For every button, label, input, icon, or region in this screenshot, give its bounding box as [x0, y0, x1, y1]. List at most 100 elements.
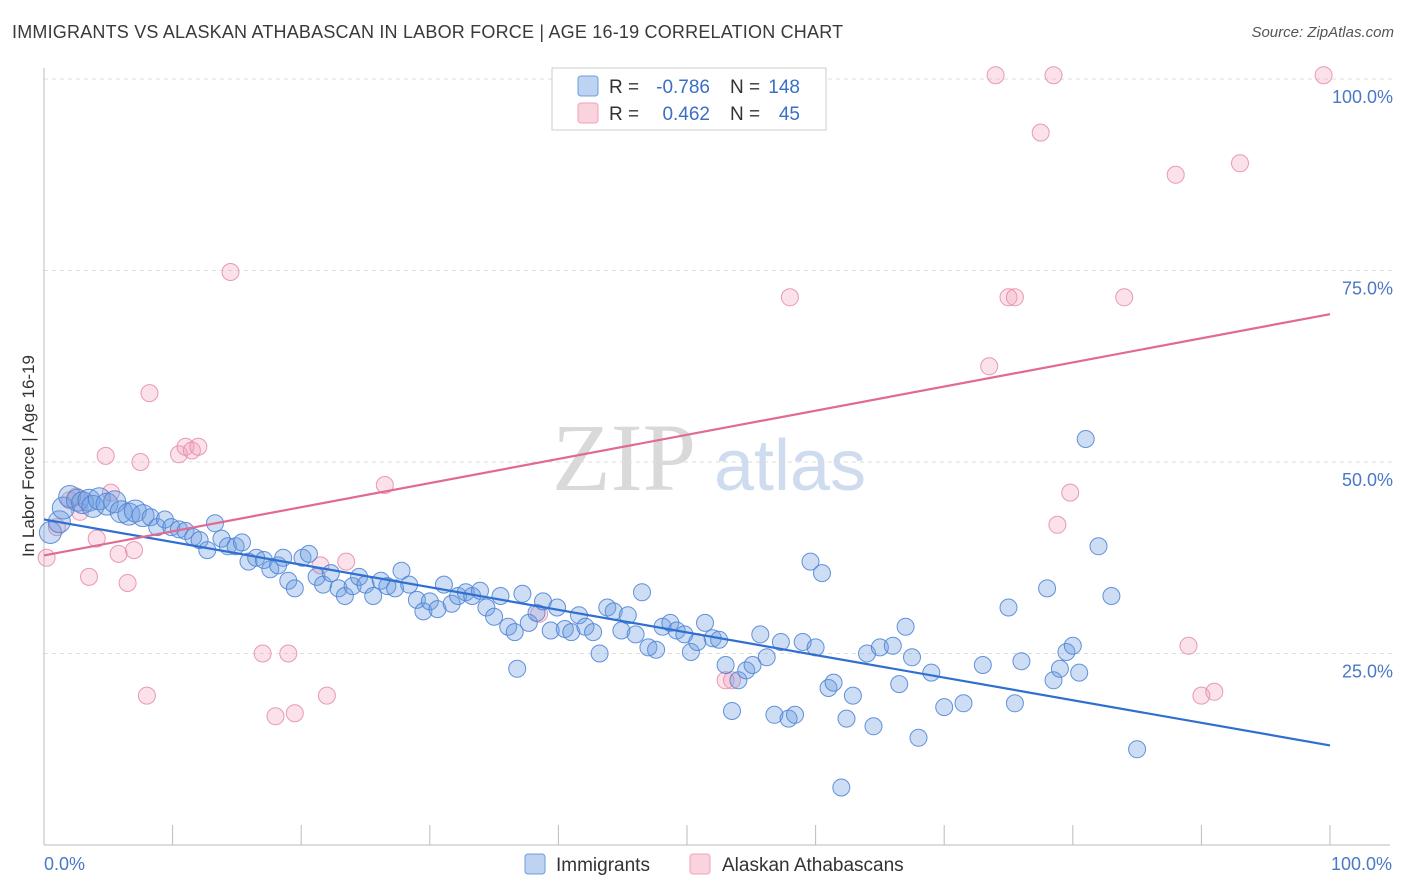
immigrants-point-126	[922, 663, 941, 682]
immigrants-point-103	[751, 625, 770, 644]
immigrants-point-138	[1070, 663, 1089, 682]
immigrants-point-125	[909, 728, 928, 747]
immigrants-point-35	[279, 571, 298, 590]
immigrants-point-120	[870, 638, 889, 657]
immigrants-point-133	[1038, 579, 1057, 598]
immigrants-point-53	[407, 590, 426, 609]
immigrants-point-88	[647, 640, 666, 659]
immigrants-point-51	[392, 561, 411, 580]
legend-n-value-immigrants: 148	[768, 77, 800, 98]
source-credit: Source: ZipAtlas.com	[1251, 24, 1394, 41]
immigrants-point-55	[420, 592, 439, 611]
alaskan-athabascans-point-10	[118, 574, 137, 592]
bottom-legend-swatch-alaskan-athabascans	[689, 853, 711, 875]
immigrants-point-36	[285, 579, 304, 598]
watermark-zip: ZIP	[552, 404, 696, 511]
immigrants-point-63	[477, 598, 496, 617]
y-axis-label: In Labor Force | Age 16-19	[19, 355, 38, 557]
immigrants-point-98	[716, 656, 735, 674]
alaskan-athabascans-point-39	[1061, 483, 1080, 502]
immigrants-point-135	[1050, 659, 1069, 678]
legend-r-value-alaskan-athabascans: 0.462	[662, 104, 710, 125]
immigrants-point-130	[999, 598, 1018, 617]
alaskan-athabascans-point-7	[96, 446, 115, 465]
immigrants-point-134	[1044, 671, 1063, 690]
immigrants-point-86	[633, 583, 651, 602]
immigrants-point-106	[771, 633, 790, 651]
immigrants-point-95	[696, 613, 714, 632]
immigrants-point-9	[95, 492, 119, 516]
x-ticks	[172, 825, 1331, 845]
legend-swatch-immigrants	[577, 75, 599, 97]
alaskan-athabascans-point-37	[1044, 66, 1063, 85]
trend-lines	[43, 313, 1331, 747]
legend-n-label-immigrants: N =	[730, 77, 760, 98]
y-tick-labels: 25.0% 50.0% 75.0% 100.0%	[1332, 87, 1393, 682]
alaskan-athabascans-point-20	[253, 644, 272, 663]
immigrants-point-34	[274, 548, 293, 567]
x-tick-label-max: 100.0%	[1331, 854, 1392, 874]
chart-title: IMMIGRANTS VS ALASKAN ATHABASCAN IN LABO…	[12, 22, 844, 42]
immigrants-point-65	[491, 587, 510, 605]
immigrants-point-28	[233, 533, 251, 552]
immigrants-point-7	[81, 494, 105, 518]
immigrants-point-129	[973, 656, 992, 674]
alaskan-athabascans-point-5	[80, 567, 98, 586]
immigrants-point-67	[505, 623, 524, 642]
immigrants-point-76	[562, 623, 581, 642]
legend-r-value-immigrants: -0.786	[656, 77, 710, 98]
bottom-legend: Immigrants Alaskan Athabascans	[524, 853, 904, 876]
immigrants-point-50	[386, 579, 405, 598]
legend-n-value-alaskan-athabascans: 45	[779, 104, 800, 125]
immigrants-point-38	[299, 544, 318, 563]
alaskan-athabascans-point-30	[723, 671, 741, 690]
immigrants-point-115	[832, 778, 851, 797]
immigrants-point-68	[508, 659, 527, 678]
x-tick-label-min: 0.0%	[44, 854, 85, 874]
legend-swatch-alaskan-athabascans	[577, 102, 599, 124]
alaskan-athabascans-point-6	[87, 529, 106, 548]
alaskan-athabascans-point-26	[337, 552, 356, 571]
immigrants-point-119	[864, 717, 883, 736]
alaskan-athabascans-point-18	[189, 437, 208, 456]
series-alaskan-athabascans	[37, 66, 1333, 726]
immigrants-point-105	[765, 705, 784, 724]
immigrants-point-22	[190, 531, 209, 550]
immigrants-point-58	[442, 594, 461, 613]
immigrants-point-93	[681, 643, 700, 661]
immigrants-point-79	[584, 623, 603, 642]
immigrants-point-123	[896, 617, 915, 636]
alaskan-athabascans-point-45	[1231, 154, 1249, 173]
legend-box: R = -0.786 N = 148 R = 0.462 N = 45	[551, 67, 827, 131]
immigrants-point-16	[148, 518, 167, 537]
immigrants-point-112	[813, 564, 831, 583]
immigrants-point-56	[428, 600, 447, 619]
immigrants-point-25	[212, 529, 231, 548]
alaskan-athabascans-point-0	[37, 548, 56, 567]
alaskan-athabascans-point-44	[1205, 682, 1224, 701]
immigrants-point-121	[883, 636, 902, 655]
immigrants-point-100	[729, 671, 748, 690]
immigrants-point-6	[77, 488, 101, 512]
legend-r-label-alaskan-athabascans: R =	[609, 104, 639, 125]
immigrants-point-13	[123, 499, 147, 523]
immigrants-point-122	[890, 675, 909, 694]
alaskan-athabascans-point-36	[1031, 123, 1050, 142]
alaskan-athabascans-point-41	[1166, 165, 1185, 184]
immigrants-point-128	[954, 694, 973, 713]
immigrants-point-137	[1063, 636, 1082, 655]
alaskan-athabascans-point-27	[375, 476, 394, 494]
immigrants-point-70	[519, 613, 538, 632]
alaskan-athabascans-point-14	[140, 384, 159, 403]
immigrants-point-73	[541, 621, 560, 640]
bottom-legend-swatch-immigrants	[524, 853, 546, 875]
alaskan-athabascans-point-13	[137, 686, 156, 705]
immigrants-point-140	[1089, 537, 1108, 556]
immigrants-point-90	[661, 613, 680, 632]
alaskan-athabascans-point-38	[1048, 515, 1067, 534]
alaskan-athabascans-point-42	[1179, 636, 1198, 655]
alaskan-athabascans-point-19	[221, 263, 240, 281]
immigrants-point-71	[527, 603, 546, 622]
immigrants-point-124	[903, 648, 921, 667]
immigrants-point-54	[414, 602, 433, 621]
